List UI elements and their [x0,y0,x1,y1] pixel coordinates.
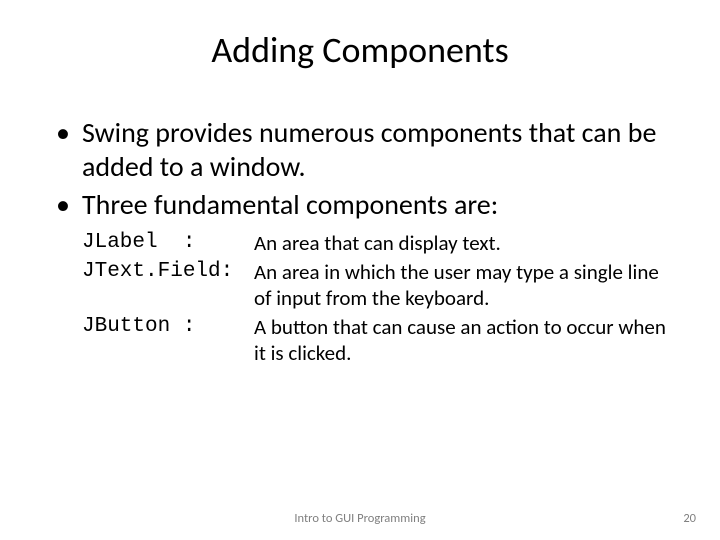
definitions: JLabel : An area that can display text. … [48,230,672,366]
bullet-item: Three fundamental components are: [56,188,672,222]
definition-row: JLabel : An area that can display text. [82,230,672,256]
slide: Adding Components Swing provides numerou… [0,0,720,540]
definition-term: JLabel : [82,230,254,256]
definition-row: JButton : A button that can cause an act… [82,314,672,367]
bullet-list: Swing provides numerous components that … [48,116,672,222]
definition-row: JText.Field: An area in which the user m… [82,259,672,312]
definition-term: JButton : [82,314,254,367]
definition-desc: An area in which the user may type a sin… [254,259,672,312]
slide-title: Adding Components [48,28,672,72]
definition-desc: An area that can display text. [254,230,672,256]
page-number: 20 [683,511,696,526]
bullet-item: Swing provides numerous components that … [56,116,672,184]
definition-desc: A button that can cause an action to occ… [254,314,672,367]
footer-text: Intro to GUI Programming [0,511,720,526]
definition-term: JText.Field: [82,259,254,312]
